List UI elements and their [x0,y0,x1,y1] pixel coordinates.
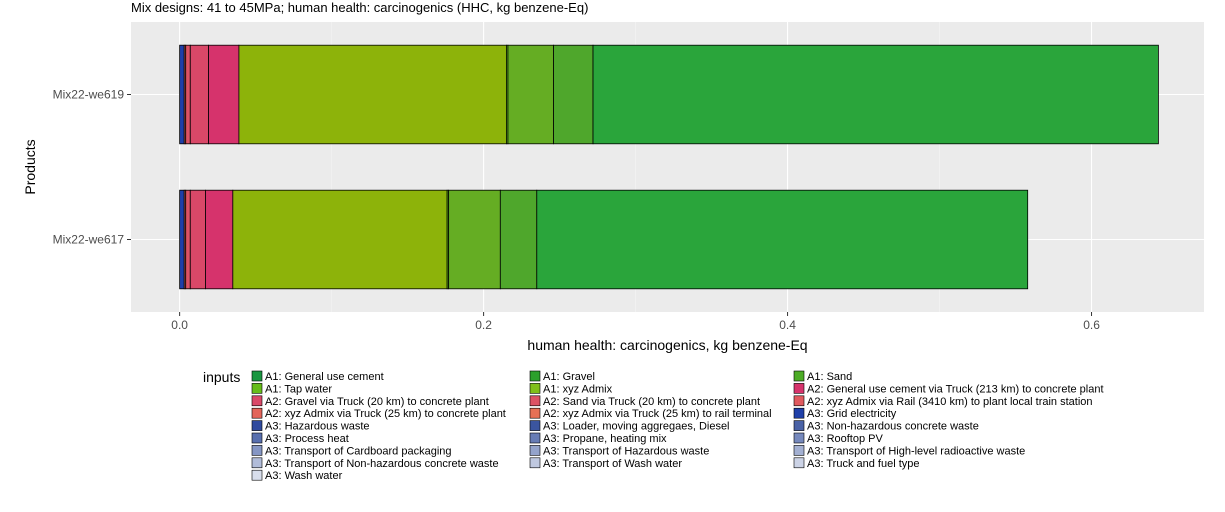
legend: inputs A1: General use cement A1: Gravel A… [203,369,1104,482]
legend-label: A2: xyz Admix via Truck (25 km) to concr… [265,408,506,420]
legend-key [529,445,541,456]
legend-key [251,370,263,382]
legend-label: A2: Gravel via Truck (20 km) to concrete… [265,396,489,408]
legend-key [793,370,805,382]
legend-label: A3: Transport of Hazardous waste [543,445,709,457]
legend-key [251,395,263,407]
legend-label: A3: Transport of Cardboard packaging [265,445,452,457]
legend-label: A3: Loader, moving aggregaes, Diesel [543,421,730,433]
legend-label: A2: xyz Admix via Truck (25 km) to rail … [543,408,772,420]
legend-key [793,432,805,444]
bar-segment [185,189,191,290]
legend-key [793,395,805,407]
legend-label: A1: xyz Admix [543,383,613,395]
legend-key [251,432,263,444]
legend-key [793,445,805,456]
legend-label: A3: Grid electricity [807,408,897,420]
y-tick-label: Mix22-we619 [53,88,125,102]
y-axis-title: Products [22,139,38,194]
bar-segment [448,189,501,290]
legend-label: A3: Wash water [265,470,343,482]
bar-segment [189,44,209,145]
legend-key [251,383,263,394]
legend-label: A3: Hazardous waste [265,421,370,433]
legend-title: inputs [203,369,240,385]
y-tick-label: Mix22-we617 [53,233,125,247]
legend-key [529,370,541,382]
bar-segment [553,44,594,145]
legend-label: A3: Transport of High-level radioactive … [807,445,1025,457]
legend-key [251,420,263,431]
legend-key [251,457,263,469]
legend-label: A2: Sand via Truck (20 km) to concrete p… [543,396,760,408]
legend-label: A1: General use cement [265,371,384,383]
legend-label: A2: xyz Admix via Rail (3410 km) to plan… [807,396,1093,408]
bar-segment [507,44,554,145]
legend-label: A1: Tap water [265,383,332,395]
x-tick-label: 0.6 [1083,318,1100,332]
bar-segment [205,189,234,290]
bar-segment [208,44,240,145]
legend-key [251,445,263,456]
legend-label: A1: Gravel [543,371,595,383]
legend-label: A3: Non-hazardous concrete waste [807,421,979,433]
legend-key [251,469,263,481]
chart-title: Mix designs: 41 to 45MPa; human health: … [131,0,588,15]
bar-segment [179,44,185,145]
legend-key [529,457,541,469]
x-axis-ticks: 0.0 0.2 0.4 0.6 [171,312,1100,332]
legend-key [793,420,805,431]
legend-key [793,407,805,419]
bar-segment [499,189,538,290]
bar-segment [179,189,185,290]
legend-key [793,457,805,469]
legend-label: A3: Rooftop PV [807,433,883,445]
legend-key [529,383,541,394]
legend-label: A3: Transport of Wash water [543,458,682,470]
bars [179,44,1159,290]
y-axis-ticks: Mix22-we619 Mix22-we617 [53,88,131,247]
bar-segment [189,189,206,290]
legend-label: A1: Sand [807,371,852,383]
bar-segment [185,44,191,145]
bar-segment [592,44,1159,145]
legend-key [251,407,263,419]
legend-key [529,432,541,444]
legend-key [529,407,541,419]
bar-segment [232,189,448,290]
legend-key [793,383,805,394]
legend-label: A3: Transport of Non-hazardous concrete … [265,458,499,470]
x-tick-label: 0.0 [171,318,188,332]
legend-label: A3: Truck and fuel type [807,458,920,470]
x-axis-title: human health: carcinogenics, kg benzene-… [527,337,807,353]
bar-segment [238,44,507,145]
legend-label: A3: Propane, heating mix [543,433,667,445]
x-tick-label: 0.2 [475,318,492,332]
x-tick-label: 0.4 [779,318,796,332]
legend-key [529,395,541,407]
legend-label: A2: General use cement via Truck (213 km… [807,383,1104,395]
bar-segment [536,189,1029,290]
legend-key [529,420,541,431]
legend-label: A3: Process heat [265,433,349,445]
